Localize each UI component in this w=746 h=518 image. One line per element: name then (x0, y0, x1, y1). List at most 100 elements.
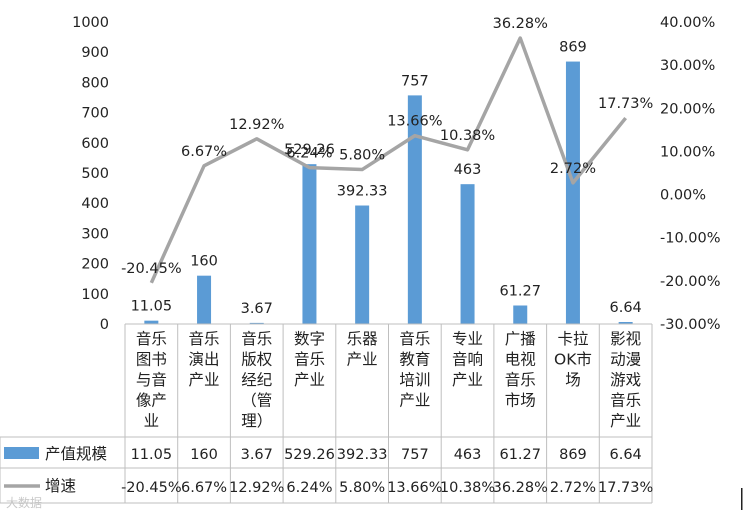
category-label: OK市 (554, 351, 592, 369)
edge-marker (741, 488, 743, 510)
table-cell-line: 17.73% (598, 480, 653, 496)
table-cell-bar: 61.27 (499, 447, 541, 463)
legend-label-line: 增速 (45, 477, 76, 495)
table-cell-bar: 392.33 (337, 447, 388, 463)
line-data-label: 10.38% (440, 128, 495, 144)
y-right-tick-label: 30.00% (660, 58, 715, 74)
category-label: 数字 (294, 330, 325, 348)
line-data-label: 5.80% (339, 148, 385, 164)
category-label: 音乐 (610, 392, 641, 410)
bar-5 (407, 95, 422, 324)
category-label: 理） (241, 412, 272, 430)
y-right-tick-label: -20.00% (660, 274, 721, 290)
bar-data-label: 463 (454, 162, 482, 178)
line-data-label: 17.73% (598, 96, 653, 112)
line-data-label: -20.45% (121, 261, 182, 277)
category-label: （管 (241, 392, 272, 410)
y-left-tick-label: 1000 (72, 15, 109, 31)
growth-line (149, 36, 628, 284)
category-label: 图书 (136, 351, 167, 369)
watermark: 大数据 (6, 496, 43, 510)
table-cell-bar: 463 (454, 447, 482, 463)
line-data-label: 36.28% (493, 16, 548, 32)
category-label: 影视 (610, 330, 641, 348)
category-label: 动漫 (610, 351, 641, 369)
y-left-tick-label: 100 (81, 287, 109, 303)
category-label: 电视 (505, 351, 536, 369)
bar-data-label: 160 (190, 254, 218, 270)
bar-8 (565, 61, 580, 324)
y-right-tick-label: 40.00% (660, 15, 715, 31)
table-cell-line: 2.72% (550, 480, 596, 496)
table-cell-bar: 3.67 (241, 447, 273, 463)
bar-data-label: 61.27 (499, 283, 541, 299)
y-right-tick-label: 20.00% (660, 101, 715, 117)
category-label: 业 (144, 412, 160, 430)
category-label: 市场 (505, 392, 536, 410)
category-label: 与音 (136, 371, 167, 389)
table-cell-bar: 757 (401, 447, 429, 463)
y-left-tick-label: 400 (81, 196, 109, 212)
bar-data-label: 6.64 (610, 300, 642, 316)
bar-6 (460, 184, 475, 324)
y-right-tick-label: 0.00% (660, 188, 706, 204)
bar-1 (197, 275, 212, 324)
bar-2 (249, 322, 264, 324)
category-label: 广播 (505, 330, 537, 348)
category-label: 音乐 (399, 330, 430, 348)
bar-data-label: 3.67 (241, 301, 273, 317)
y-left-tick-label: 200 (81, 257, 109, 273)
y-left-tick-label: 900 (81, 45, 109, 61)
table-cell-line: -20.45% (121, 480, 182, 496)
table-cell-line: 12.92% (229, 480, 284, 496)
y-right-tick-label: 10.00% (660, 144, 715, 160)
line-data-label: 6.67% (181, 144, 227, 160)
table-cell-line: 13.66% (387, 480, 442, 496)
category-label: 培训 (399, 371, 430, 389)
y-right-tick-label: -30.00% (660, 317, 721, 333)
category-label: 版权 (241, 351, 272, 369)
table-cell-bar: 160 (190, 447, 218, 463)
category-label: 场 (565, 371, 581, 389)
category-label: 经纪 (241, 371, 272, 389)
category-label: 乐器 (347, 330, 379, 348)
category-label: 产业 (452, 371, 483, 389)
bar-4 (355, 205, 370, 324)
line-data-label: 6.24% (286, 146, 332, 162)
bar-data-label: 11.05 (131, 299, 173, 315)
bar-7 (513, 305, 528, 324)
category-label: 音乐 (189, 330, 220, 348)
category-label: 音响 (452, 351, 483, 369)
line-data-label: 2.72% (550, 161, 596, 177)
bar-data-label: 529.26 (284, 142, 335, 158)
table-cell-bar: 869 (559, 447, 587, 463)
y-left-tick-label: 800 (81, 75, 109, 91)
bar-data-label: 757 (401, 73, 429, 89)
category-label: 教育 (399, 351, 430, 369)
table-cell-line: 5.80% (339, 480, 385, 496)
category-label: 产业 (294, 371, 325, 389)
category-label: 音乐 (505, 371, 536, 389)
bar-0 (144, 320, 159, 324)
table-cell-bar: 11.05 (131, 447, 173, 463)
line-data-label: 12.92% (229, 117, 284, 133)
legend-label-bar: 产值规模 (45, 445, 107, 463)
category-label: 游戏 (610, 371, 641, 389)
category-label: 产业 (347, 351, 378, 369)
y-left-tick-label: 600 (81, 136, 109, 152)
table-cell-bar: 529.26 (284, 447, 335, 463)
y-right-tick-label: -10.00% (660, 231, 721, 247)
category-label: 卡拉 (557, 330, 588, 348)
category-label: 产业 (610, 412, 641, 430)
line-data-label: 13.66% (387, 114, 442, 130)
category-label: 音乐 (136, 330, 167, 348)
y-left-tick-label: 300 (81, 226, 109, 242)
bar-data-label: 392.33 (337, 184, 388, 200)
table-cell-bar: 6.64 (610, 447, 642, 463)
y-left-tick-label: 700 (81, 106, 109, 122)
bar-9 (618, 321, 633, 324)
table-cell-line: 36.28% (493, 480, 548, 496)
y-left-tick-label: 0 (100, 317, 109, 333)
